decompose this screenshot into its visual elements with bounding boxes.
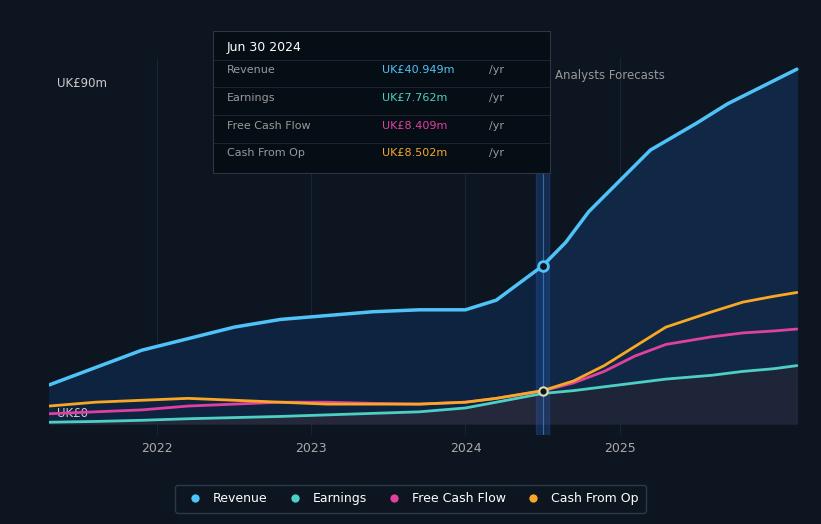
Text: Cash From Op: Cash From Op xyxy=(227,148,305,158)
Text: Past: Past xyxy=(510,69,534,82)
Text: UK£7.762m: UK£7.762m xyxy=(382,93,447,103)
Text: UK£0: UK£0 xyxy=(57,407,88,420)
Text: UK£8.409m: UK£8.409m xyxy=(382,121,447,130)
Text: Jun 30 2024: Jun 30 2024 xyxy=(227,41,302,54)
Text: Earnings: Earnings xyxy=(227,93,275,103)
Text: Free Cash Flow: Free Cash Flow xyxy=(227,121,310,130)
Text: UK£40.949m: UK£40.949m xyxy=(382,66,454,75)
Text: /yr: /yr xyxy=(489,148,504,158)
Text: Revenue: Revenue xyxy=(227,66,276,75)
Text: UK£90m: UK£90m xyxy=(57,77,107,90)
Text: Analysts Forecasts: Analysts Forecasts xyxy=(555,69,665,82)
Text: /yr: /yr xyxy=(489,121,504,130)
Text: /yr: /yr xyxy=(489,93,504,103)
Text: /yr: /yr xyxy=(489,66,504,75)
Legend: Revenue, Earnings, Free Cash Flow, Cash From Op: Revenue, Earnings, Free Cash Flow, Cash … xyxy=(176,485,645,512)
Bar xyxy=(536,58,548,435)
Text: UK£8.502m: UK£8.502m xyxy=(382,148,447,158)
